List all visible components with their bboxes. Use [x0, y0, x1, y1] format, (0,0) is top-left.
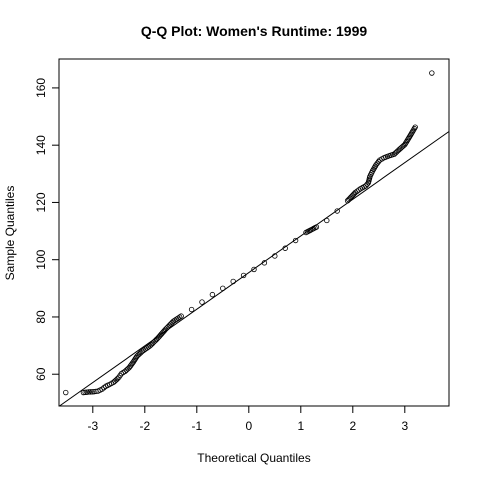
data-point [350, 192, 356, 198]
data-point [128, 362, 134, 368]
y-tick-label: 120 [34, 192, 48, 212]
data-points [63, 70, 435, 396]
data-point [364, 181, 370, 187]
y-axis-label: Sample Quantiles [3, 186, 17, 281]
x-tick-label: -3 [87, 419, 98, 433]
y-tick-label: 80 [34, 310, 48, 324]
data-point [131, 357, 137, 364]
data-point [384, 153, 391, 160]
data-point [82, 389, 88, 396]
data-point [165, 323, 171, 330]
data-point [87, 389, 94, 395]
chart-title: Q-Q Plot: Women's Runtime: 1999 [141, 23, 368, 39]
data-point [166, 322, 173, 328]
data-point [375, 158, 382, 165]
x-axis-label: Theoretical Quantiles [197, 451, 310, 465]
y-tick-label: 60 [34, 367, 48, 381]
x-tick-label: 2 [349, 419, 356, 433]
data-point [324, 217, 330, 224]
y-tick-label: 140 [34, 135, 48, 155]
plot-frame [58, 58, 450, 407]
data-point [394, 148, 400, 155]
data-point [144, 345, 150, 351]
data-point [312, 225, 318, 231]
data-point [117, 372, 123, 379]
x-tick-label: 1 [297, 419, 304, 433]
data-point [429, 70, 435, 76]
x-tick-label: 0 [245, 419, 252, 433]
data-point [97, 387, 103, 393]
data-point [188, 306, 195, 313]
data-point [209, 291, 216, 298]
data-point [240, 272, 247, 279]
data-point [261, 260, 268, 266]
data-point [282, 245, 288, 251]
data-point [411, 125, 418, 132]
data-point [334, 208, 340, 214]
data-point [374, 160, 381, 166]
data-point [160, 329, 167, 335]
data-point [389, 151, 396, 158]
data-point [132, 356, 138, 362]
data-point [123, 367, 130, 373]
data-point [85, 389, 92, 395]
y-tick-label: 100 [34, 249, 48, 269]
data-point [151, 339, 157, 345]
y-axis: 60 80 100 120 140 160 [34, 78, 60, 381]
data-point [89, 389, 95, 395]
data-point [168, 321, 174, 327]
data-point [406, 134, 412, 141]
data-point [80, 389, 87, 396]
x-tick-label: 3 [401, 419, 408, 433]
x-tick-label: -2 [139, 419, 150, 433]
data-point [251, 266, 257, 273]
data-point [149, 340, 156, 346]
data-point [199, 299, 205, 305]
data-point [176, 314, 183, 320]
x-axis: -3 -2 -1 0 1 2 3 [87, 405, 408, 433]
data-point [292, 237, 299, 244]
data-point [84, 389, 90, 395]
y-tick-label: 160 [34, 78, 48, 98]
reference-line [59, 131, 450, 407]
data-point [114, 375, 121, 382]
data-point [136, 351, 143, 357]
data-point [152, 338, 158, 344]
x-tick-label: -1 [191, 419, 202, 433]
data-point [399, 144, 405, 150]
data-point [272, 253, 278, 259]
data-point [230, 278, 236, 285]
data-point [220, 285, 226, 292]
data-point [366, 175, 373, 181]
data-point [63, 389, 69, 396]
